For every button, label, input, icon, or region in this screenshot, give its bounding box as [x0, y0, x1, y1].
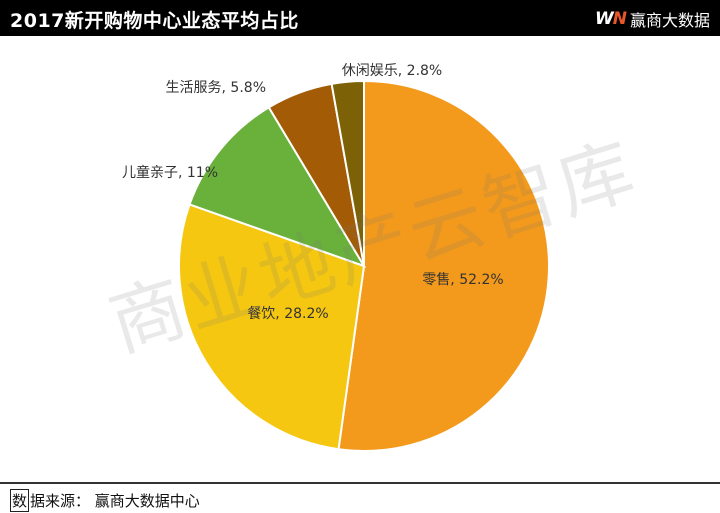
data-label-leisure: 休闲娱乐, 2.8% — [342, 63, 442, 79]
chart-area: 零售, 52.2% 餐饮, 28.2% 儿童亲子, 11% 生活服务, 5.8% 休闲娱… — [0, 36, 720, 482]
pie-slice-food — [178, 203, 366, 451]
data-source: 数据来源： 赢商大数据中心 — [10, 489, 200, 512]
brand-logo-icon: WN — [594, 9, 627, 29]
pie-chart: 零售, 52.2% 餐饮, 28.2% 儿童亲子, 11% 生活服务, 5.8% 休闲娱… — [122, 63, 550, 452]
pie-slice-retail — [337, 79, 550, 452]
data-label-services: 生活服务, 5.8% — [166, 80, 266, 96]
header-bar: 2017新开购物中心业态平均占比 WN 赢商大数据 — [0, 0, 720, 36]
data-source-text: 据来源： 赢商大数据中心 — [30, 492, 200, 510]
data-source-prefix: 数 — [10, 489, 30, 512]
brand-name: 赢商大数据 — [629, 11, 710, 30]
pie-slice-leisure — [330, 79, 365, 267]
data-label-kids: 儿童亲子, 11% — [122, 164, 218, 181]
brand: WN 赢商大数据 — [595, 8, 710, 30]
page-title: 2017新开购物中心业态平均占比 — [10, 10, 299, 32]
data-label-retail: 零售, 52.2% — [422, 272, 503, 288]
data-label-food: 餐饮, 28.2% — [247, 306, 328, 322]
pie-slice-kids — [188, 105, 367, 268]
footer: 数据来源： 赢商大数据中心 — [0, 482, 720, 513]
